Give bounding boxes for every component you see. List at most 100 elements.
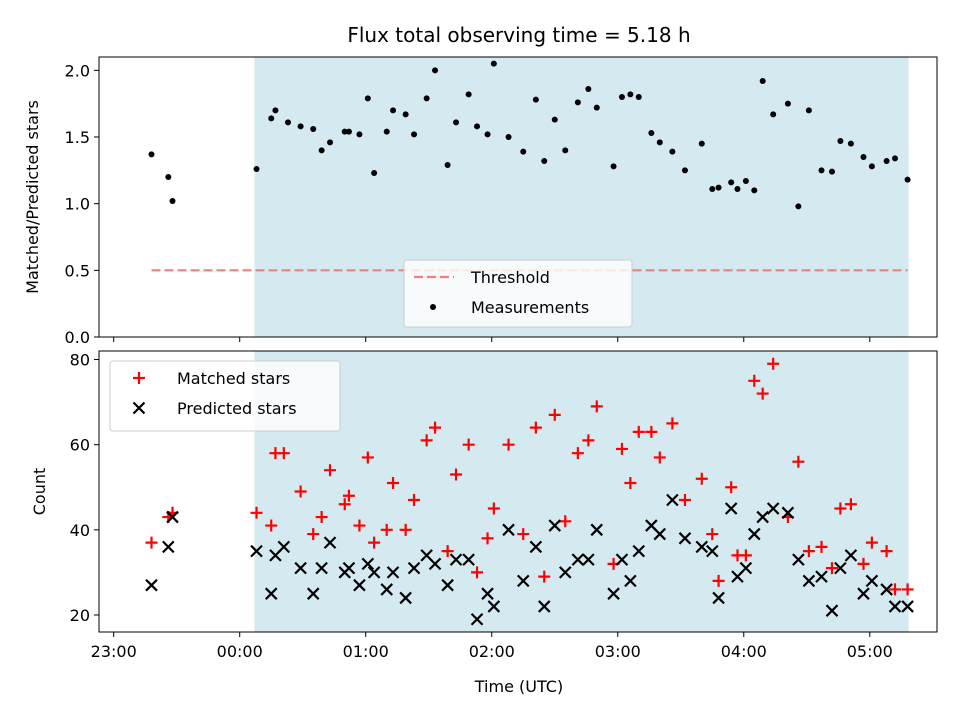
- matched-point: [538, 570, 551, 583]
- matched-point: [315, 511, 328, 524]
- predicted-point: [162, 540, 175, 554]
- predicted-point: [781, 506, 795, 520]
- measurement-point: [818, 167, 825, 174]
- legend-x-swatch: [132, 401, 146, 415]
- measurement-point: [698, 140, 705, 147]
- predicted-point: [449, 553, 463, 566]
- measurement-point: [585, 86, 592, 92]
- matched-point: [399, 523, 412, 536]
- measurement-point: [593, 104, 600, 111]
- predicted-point: [502, 523, 515, 537]
- matched-point: [712, 574, 725, 587]
- predicted-point: [342, 561, 356, 575]
- predicted-point: [880, 583, 893, 596]
- measurement-point: [520, 148, 527, 155]
- measurement-point: [795, 203, 802, 210]
- predicted-point: [407, 561, 421, 575]
- predicted-point: [166, 510, 179, 524]
- predicted-point: [624, 574, 637, 588]
- matched-point: [502, 438, 515, 451]
- predicted-point: [739, 561, 753, 575]
- measurement-point: [318, 147, 325, 154]
- measurement-point: [734, 186, 741, 192]
- matched-point: [250, 506, 263, 519]
- predicted-point: [901, 600, 914, 613]
- measurement-point: [562, 147, 569, 154]
- predicted-point: [607, 587, 620, 600]
- matched-point: [666, 417, 679, 430]
- y-tick-label: 80: [70, 351, 90, 370]
- legend-label: Threshold: [470, 268, 550, 287]
- predicted-point: [678, 532, 692, 545]
- matched-point: [825, 562, 838, 575]
- measurement-point: [383, 128, 390, 135]
- matched-point: [529, 421, 542, 434]
- matched-point: [678, 494, 691, 507]
- y-tick-label: 1.0: [65, 195, 90, 214]
- measurement-point: [465, 91, 472, 98]
- matched-point: [353, 519, 366, 532]
- measurement-point: [828, 168, 835, 175]
- predicted-point: [353, 578, 366, 592]
- measurement-point: [444, 162, 451, 168]
- measurement-point: [532, 96, 539, 103]
- series-measurements: [148, 60, 911, 210]
- measurement-point: [310, 126, 317, 132]
- matched-point: [645, 425, 658, 438]
- matched-point: [368, 536, 381, 549]
- predicted-point: [548, 519, 562, 532]
- matched-point: [888, 583, 901, 596]
- y-tick-label: 40: [70, 521, 90, 540]
- predicted-point: [756, 510, 769, 524]
- matched-point: [487, 502, 500, 515]
- measurement-point: [551, 116, 558, 123]
- count-axes-frame: [98, 350, 938, 633]
- predicted-point: [361, 557, 375, 571]
- measurement-point: [627, 91, 634, 98]
- measurement-point: [268, 115, 275, 122]
- matched-point: [471, 566, 484, 579]
- predicted-point: [888, 600, 902, 613]
- measurement-point: [285, 119, 292, 126]
- predicted-point: [323, 536, 337, 549]
- measurement-point: [618, 94, 625, 100]
- y-tick-label: 60: [70, 436, 90, 455]
- measurement-point: [474, 123, 481, 130]
- predicted-point: [571, 553, 585, 566]
- count-panel: 20 40 60 80 23:00 00:00 01:00 02:00 03:00 04:00 05…: [30, 350, 938, 661]
- measurement-point: [541, 158, 548, 164]
- predicted-point: [653, 527, 667, 541]
- measurement-point: [770, 111, 777, 118]
- matched-point: [441, 545, 454, 558]
- predicted-point: [712, 591, 725, 605]
- matched-point: [307, 528, 320, 541]
- predicted-point: [724, 502, 738, 515]
- x-tick-label: 23:00: [91, 642, 137, 661]
- matched-point: [901, 583, 914, 596]
- predicted-point: [399, 591, 412, 605]
- matched-point: [324, 464, 337, 477]
- legend-box: [109, 360, 341, 432]
- matched-point: [361, 451, 374, 464]
- matched-point: [571, 447, 584, 460]
- measurement-point: [484, 131, 491, 138]
- matched-point: [145, 536, 158, 549]
- count-y-axis-label: Count: [30, 468, 49, 516]
- measurement-point: [297, 123, 304, 130]
- predicted-point: [529, 540, 543, 554]
- y-tick-label: 1.5: [65, 128, 90, 147]
- measurement-point: [709, 186, 716, 192]
- measurement-point: [656, 139, 663, 146]
- matched-point: [450, 468, 463, 481]
- measurement-point: [669, 148, 676, 155]
- measurement-point: [759, 78, 766, 84]
- measurement-point: [169, 198, 176, 204]
- predicted-point: [250, 544, 263, 558]
- matched-point: [880, 545, 893, 558]
- predicted-point: [802, 574, 816, 588]
- count-legend: Matched stars Predicted stars: [109, 360, 341, 432]
- measurement-point: [165, 174, 172, 180]
- measurement-point: [751, 187, 758, 194]
- predicted-point: [666, 493, 679, 507]
- y-tick-label: 0.5: [65, 261, 90, 280]
